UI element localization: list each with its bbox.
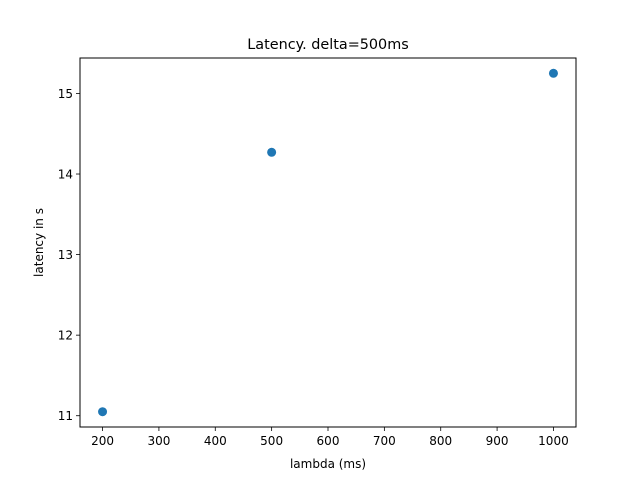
data-point bbox=[98, 407, 108, 417]
y-tick-label: 13 bbox=[58, 248, 73, 262]
x-tick-label: 700 bbox=[373, 434, 396, 448]
chart-title: Latency. delta=500ms bbox=[247, 37, 408, 53]
data-point bbox=[548, 68, 558, 78]
x-tick-label: 800 bbox=[429, 434, 452, 448]
y-tick-label: 12 bbox=[58, 329, 73, 343]
data-points bbox=[98, 68, 558, 417]
y-tick-label: 14 bbox=[58, 168, 73, 182]
plot-area-frame bbox=[79, 57, 577, 428]
x-tick-label: 300 bbox=[147, 434, 170, 448]
x-tick-label: 900 bbox=[486, 434, 509, 448]
x-tick-label: 600 bbox=[317, 434, 340, 448]
y-tick-label: 15 bbox=[58, 87, 73, 101]
x-tick-label: 500 bbox=[260, 434, 283, 448]
x-tick-label: 400 bbox=[204, 434, 227, 448]
data-point bbox=[267, 147, 277, 157]
y-axis-ticks: 11 12 13 14 15 bbox=[58, 87, 80, 423]
y-axis-label: latency in s bbox=[32, 208, 46, 277]
y-tick-label: 11 bbox=[58, 409, 73, 423]
x-tick-label: 200 bbox=[91, 434, 114, 448]
x-axis-label: lambda (ms) bbox=[290, 457, 366, 471]
x-tick-label: 1000 bbox=[538, 434, 569, 448]
x-axis-ticks: 200 300 400 500 600 700 800 900 1000 bbox=[91, 427, 569, 448]
